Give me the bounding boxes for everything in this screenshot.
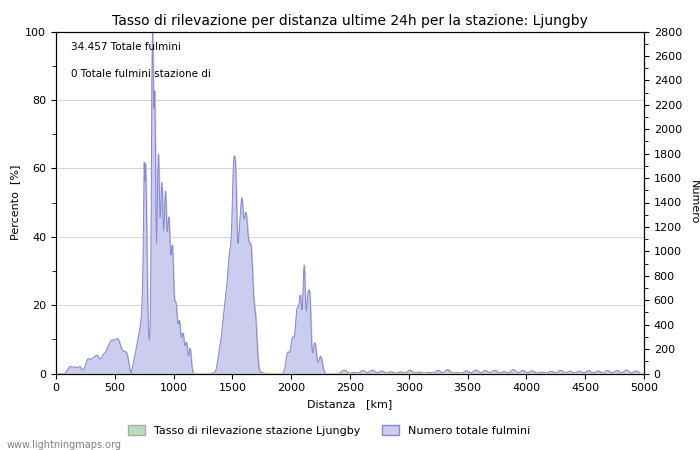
Text: www.lightningmaps.org: www.lightningmaps.org xyxy=(7,440,122,450)
Legend: Tasso di rilevazione stazione Ljungby, Numero totale fulmini: Tasso di rilevazione stazione Ljungby, N… xyxy=(124,420,534,440)
Text: 34.457 Totale fulmini: 34.457 Totale fulmini xyxy=(71,42,181,52)
Title: Tasso di rilevazione per distanza ultime 24h per la stazione: Ljungby: Tasso di rilevazione per distanza ultime… xyxy=(112,14,588,27)
Y-axis label: Numero: Numero xyxy=(689,180,699,225)
Y-axis label: Percento  [%]: Percento [%] xyxy=(10,165,20,240)
Text: 0 Totale fulmini stazione di: 0 Totale fulmini stazione di xyxy=(71,69,211,79)
X-axis label: Distanza   [km]: Distanza [km] xyxy=(307,399,393,409)
